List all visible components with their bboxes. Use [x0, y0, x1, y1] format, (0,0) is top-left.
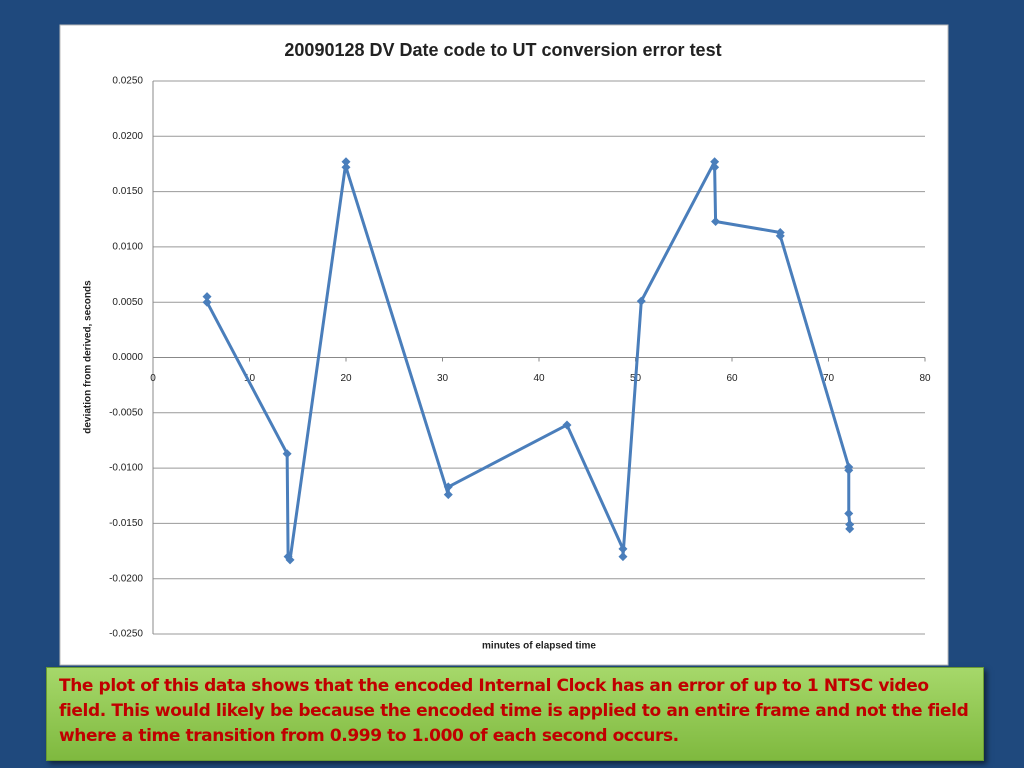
x-tick-label: 60: [726, 373, 738, 384]
data-point: [618, 552, 628, 562]
data-point: [711, 216, 721, 226]
chart-area: [59, 24, 949, 666]
data-point: [282, 449, 292, 459]
data-point: [710, 162, 720, 172]
chart-title: 20090128 DV Date code to UT conversion e…: [284, 40, 721, 60]
y-axis-label: deviation from derived, seconds: [83, 280, 94, 434]
y-tick-label: -0.0150: [109, 518, 143, 529]
y-tick-label: -0.0050: [109, 407, 143, 418]
y-tick-label: -0.0100: [109, 463, 143, 474]
data-point: [844, 465, 854, 475]
data-point: [775, 231, 785, 241]
x-tick-label: 30: [437, 373, 449, 384]
y-tick-label: 0.0050: [112, 297, 143, 308]
data-point: [618, 544, 628, 554]
data-point: [845, 524, 855, 534]
y-tick-label: 0.0100: [112, 242, 143, 253]
x-axis-label: minutes of elapsed time: [482, 641, 596, 652]
y-tick-label: 0.0150: [112, 186, 143, 197]
y-tick-label: -0.0200: [109, 573, 143, 584]
caption: The plot of this data shows that the enc…: [46, 667, 984, 761]
data-point: [636, 296, 646, 306]
data-point: [202, 292, 212, 302]
data-point: [443, 490, 453, 500]
y-tick-label: 0.0200: [112, 131, 143, 142]
x-tick-label: 80: [919, 373, 931, 384]
data-point: [202, 297, 212, 307]
data-point: [844, 508, 854, 518]
data-point: [341, 157, 351, 167]
data-point: [562, 420, 572, 430]
data-point: [443, 482, 453, 492]
data-point: [710, 157, 720, 167]
y-tick-label: 0.0000: [112, 352, 143, 363]
y-tick-label: 0.0250: [112, 76, 143, 87]
x-tick-label: 10: [244, 373, 256, 384]
x-tick-label: 0: [150, 373, 156, 384]
data-point: [285, 555, 295, 565]
y-tick-label: -0.0250: [109, 629, 143, 640]
x-tick-label: 70: [823, 373, 835, 384]
x-tick-label: 40: [533, 373, 545, 384]
data-point: [341, 162, 351, 172]
x-tick-label: 20: [340, 373, 352, 384]
